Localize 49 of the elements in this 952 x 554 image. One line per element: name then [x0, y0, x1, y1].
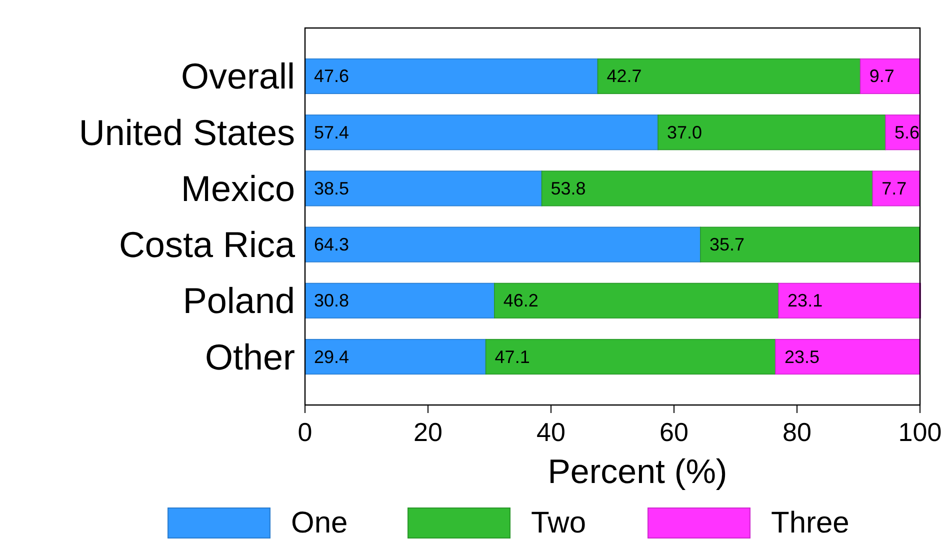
bar	[485, 338, 776, 375]
bar	[304, 170, 542, 206]
data-label: 38.5	[314, 178, 350, 198]
data-label: 29.4	[314, 346, 350, 367]
x-tick-label: 40	[536, 417, 566, 447]
data-label: 35.7	[709, 234, 744, 255]
bar	[597, 58, 861, 94]
y-tick-label: Mexico	[180, 168, 295, 209]
bar	[778, 282, 922, 318]
x-tick-label: 0	[298, 417, 312, 447]
legend-label: Two	[531, 506, 586, 540]
y-tick-label: Poland	[182, 280, 295, 322]
data-label: 57.4	[314, 122, 350, 142]
bar	[304, 338, 486, 375]
bar	[860, 58, 920, 94]
data-label: 5.6	[894, 122, 920, 142]
x-axis-title: Percent (%)	[548, 453, 728, 491]
bar	[304, 226, 701, 262]
bar	[494, 282, 779, 318]
bar	[541, 170, 874, 206]
x-tick-label: 100	[898, 417, 942, 447]
x-tick-label: 80	[782, 417, 812, 447]
y-tick-label: Other	[204, 336, 295, 378]
bar	[700, 226, 920, 262]
data-label: 46.2	[503, 290, 538, 311]
data-label: 42.7	[606, 66, 642, 86]
data-label: 47.6	[314, 66, 350, 86]
bar	[658, 114, 886, 150]
y-tick-label: Costa Rica	[118, 224, 296, 266]
data-label: 30.8	[314, 290, 350, 311]
legend-label: Three	[771, 506, 850, 540]
data-label: 47.1	[494, 346, 530, 367]
bar	[872, 170, 920, 206]
data-label: 23.1	[788, 290, 823, 311]
data-label: 7.7	[882, 178, 907, 198]
data-label: 37.0	[667, 122, 702, 142]
bar	[304, 58, 598, 94]
legend-label: One	[291, 506, 348, 540]
x-tick-label: 20	[414, 417, 442, 447]
bar	[775, 338, 920, 375]
data-label: 53.8	[550, 178, 586, 198]
data-label: 64.3	[314, 234, 350, 255]
bar	[304, 114, 658, 150]
bar	[304, 282, 495, 318]
x-tick-label: 60	[660, 417, 688, 447]
data-label: 23.5	[784, 346, 820, 367]
y-tick-label: United States	[78, 112, 295, 153]
y-tick-label: Overall	[180, 56, 295, 97]
data-label: 9.7	[869, 66, 894, 86]
